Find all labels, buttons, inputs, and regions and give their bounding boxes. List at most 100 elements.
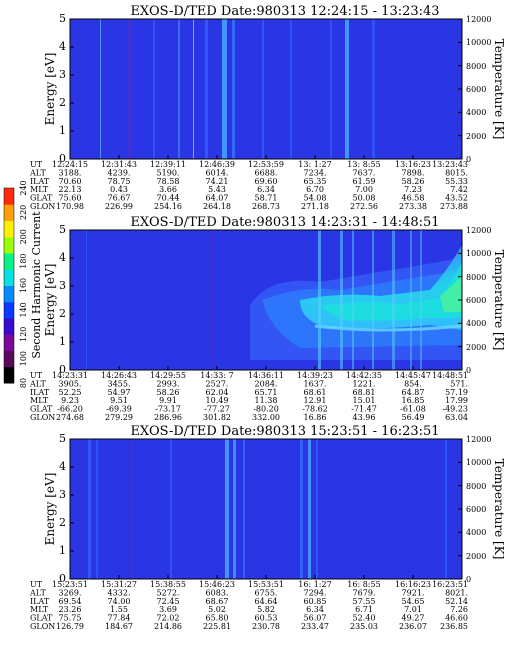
row-label: ILAT xyxy=(30,388,50,397)
table-cell: 56.07 xyxy=(304,614,327,623)
table-cell: 332.00 xyxy=(252,413,280,422)
colorbar-swatch xyxy=(4,301,14,319)
table-cell: 4239. xyxy=(108,168,131,177)
streak xyxy=(100,19,101,159)
time-tick-label: 12:46:39 xyxy=(199,160,235,169)
panel-3-y2tick: 0 xyxy=(466,575,471,584)
table-cell: 7898. xyxy=(402,168,425,177)
panel-2-ytick: 2 xyxy=(59,307,66,320)
colorbar-tick: 180 xyxy=(19,253,28,268)
table-cell: 75.60 xyxy=(59,194,82,203)
panel-3-y2tick: 8000 xyxy=(466,482,486,491)
table-cell: 6014. xyxy=(206,168,229,177)
table-cell: 16.86 xyxy=(304,413,327,422)
table-cell: 61.59 xyxy=(353,177,376,186)
panel-1-streaks xyxy=(100,19,375,159)
table-cell: 70.60 xyxy=(59,177,82,186)
table-cell: 236.85 xyxy=(440,622,468,631)
colorbar-swatch xyxy=(4,269,14,286)
time-tick-label: 14:33: 7 xyxy=(200,371,233,380)
time-tick-label: 16: 8:55 xyxy=(347,580,380,589)
table-cell: 57.55 xyxy=(353,597,376,606)
panel-1-y2tick: 0 xyxy=(466,155,471,164)
panel-3-y2tick: 6000 xyxy=(466,505,486,514)
row-label: ALT xyxy=(29,588,46,597)
table-cell: 64.87 xyxy=(402,388,425,397)
table-cell: 77.84 xyxy=(108,614,131,623)
time-tick-label: 12:39:11 xyxy=(150,160,186,169)
table-cell: -61.08 xyxy=(400,405,426,414)
table-cell: 9.51 xyxy=(110,396,128,405)
table-cell: 72.02 xyxy=(157,614,180,623)
streak xyxy=(205,19,208,159)
streak xyxy=(262,19,264,159)
colorbar-swatch xyxy=(4,318,14,335)
streak xyxy=(132,439,134,579)
panel-2: EXOS-D/TED Date:980313 14:23:31 - 14:48:… xyxy=(29,215,505,422)
table-cell: 56.49 xyxy=(402,413,425,422)
colorbar-swatch xyxy=(4,285,14,303)
streak xyxy=(88,439,91,579)
table-cell: 4332. xyxy=(108,588,131,597)
table-cell: 58.26 xyxy=(157,388,180,397)
table-cell: 7921. xyxy=(402,588,425,597)
panel-1-ytick: 5 xyxy=(59,12,66,25)
table-cell: 78.58 xyxy=(157,177,180,186)
table-cell: 2084. xyxy=(255,379,278,388)
colorbar-swatch xyxy=(4,350,14,368)
table-cell: 273.88 xyxy=(440,202,468,211)
table-cell: 854. xyxy=(404,379,422,388)
streak xyxy=(232,19,235,159)
table-cell: 54.97 xyxy=(108,388,131,397)
time-tick-label: 13: 1:27 xyxy=(298,160,331,169)
table-cell: 3188. xyxy=(59,168,82,177)
table-cell: -78.62 xyxy=(302,405,328,414)
panel-2-y2ticks: 0 2000 4000 6000 8000 10000 12000 xyxy=(466,226,491,375)
row-label: GLAT xyxy=(30,614,53,623)
time-tick-label: 15:23:51 xyxy=(52,580,88,589)
streak xyxy=(372,230,374,370)
table-cell: 10.49 xyxy=(206,396,229,405)
table-cell: 6.34 xyxy=(306,605,324,614)
table-cell: 75.75 xyxy=(59,614,82,623)
panel-3-ytick: 2 xyxy=(59,516,66,529)
table-cell: 230.78 xyxy=(252,622,280,631)
panel-2-y2tick: 10000 xyxy=(466,249,491,258)
table-cell: 55.33 xyxy=(445,177,468,186)
row-label: ILAT xyxy=(30,177,50,186)
row-label: GLAT xyxy=(30,194,53,203)
table-cell: 5.82 xyxy=(257,605,275,614)
panel-2-features xyxy=(250,245,463,360)
table-cell: 272.56 xyxy=(350,202,378,211)
table-cell: 74.00 xyxy=(108,597,131,606)
streak xyxy=(222,19,227,159)
table-cell: 126.79 xyxy=(56,622,84,631)
table-cell: 70.44 xyxy=(157,194,180,203)
table-cell: 3.69 xyxy=(159,605,177,614)
table-cell: 6.34 xyxy=(257,185,275,194)
table-cell: 7637. xyxy=(353,168,376,177)
panel-1-tickmarks xyxy=(69,18,463,160)
table-cell: 68.81 xyxy=(353,388,376,397)
table-cell: 7.42 xyxy=(450,185,468,194)
table-cell: 5.43 xyxy=(208,185,226,194)
panel-2-ylabel: Energy [eV] xyxy=(43,264,57,337)
table-cell: 78.75 xyxy=(108,177,131,186)
table-cell: 6.70 xyxy=(306,185,324,194)
streak xyxy=(410,230,412,370)
table-cell: 15.01 xyxy=(353,396,376,405)
streak xyxy=(243,439,245,579)
time-tick-label: 13:23:43 xyxy=(432,160,468,169)
table-cell: 2993. xyxy=(157,379,180,388)
row-label: GLAT xyxy=(30,405,53,414)
table-cell: 274.68 xyxy=(56,413,84,422)
table-cell: 1.55 xyxy=(110,605,128,614)
panel-2-y2tick: 12000 xyxy=(466,226,491,235)
row-label: UT xyxy=(30,160,43,169)
panel-2-title: EXOS-D/TED Date:980313 14:23:31 - 14:48:… xyxy=(130,215,439,230)
row-label: UT xyxy=(30,371,43,380)
panel-1-yticks: 0 1 2 3 4 5 xyxy=(59,12,66,165)
